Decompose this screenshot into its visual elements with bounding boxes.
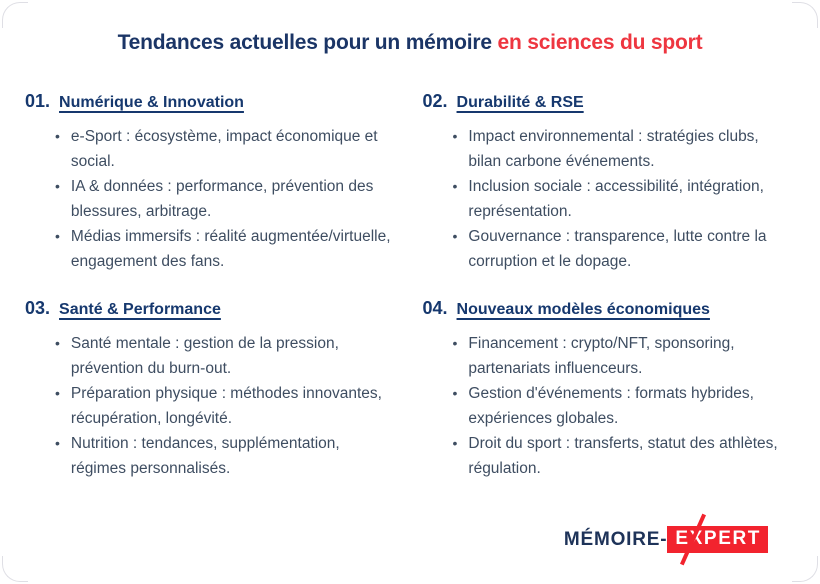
card-corner-top-left — [2, 2, 28, 28]
bullet-dot: • — [452, 435, 458, 451]
page-title: Tendances actuelles pour un mémoire en s… — [0, 0, 820, 55]
bullet-text: Gestion d'événements : formats hybrides,… — [468, 385, 754, 427]
bullet-dot: • — [452, 178, 458, 194]
logo-text-memoire: MÉMOIRE- — [563, 528, 668, 550]
section-bullet-list: • Financement : crypto/NFT, sponsoring, p… — [423, 331, 791, 481]
section-numerique-innovation: 01. Numérique & Innovation • e-Sport : éc… — [25, 91, 393, 274]
section-heading: 03. Santé & Performance — [25, 298, 393, 319]
section-bullet-list: • Impact environnemental : stratégies clu… — [423, 124, 791, 274]
list-item: • Santé mentale : gestion de la pression,… — [25, 331, 393, 381]
bullet-text: Nutrition : tendances, supplémentation, … — [70, 435, 340, 477]
bullet-dot: • — [55, 128, 60, 144]
topics-grid: 01. Numérique & Innovation • e-Sport : éc… — [0, 55, 820, 481]
bullet-dot: • — [55, 335, 60, 351]
bullet-text: Inclusion sociale : accessibilité, intég… — [468, 178, 764, 220]
section-bullet-list: • Santé mentale : gestion de la pression,… — [25, 331, 393, 481]
bullet-text: IA & données : performance, prévention d… — [70, 178, 374, 220]
bullet-text: Médias immersifs : réalité augmentée/vir… — [70, 228, 391, 270]
section-number: 03. — [25, 298, 51, 318]
list-item: • Impact environnemental : stratégies clu… — [423, 124, 791, 174]
bullet-text: Impact environnemental : stratégies club… — [468, 128, 759, 170]
list-item: • IA & données : performance, prévention … — [25, 174, 393, 224]
list-item: • Inclusion sociale : accessibilité, inté… — [423, 174, 791, 224]
bullet-dot: • — [452, 128, 458, 144]
bullet-text: Droit du sport : transferts, statut des … — [468, 435, 778, 477]
list-item: • Nutrition : tendances, supplémentation,… — [25, 431, 393, 481]
list-item: • Gestion d'événements : formats hybrides… — [423, 381, 791, 431]
page-title-primary: Tendances actuelles pour un mémoire — [117, 31, 492, 54]
section-heading: 04. Nouveaux modèles économiques — [423, 298, 791, 319]
section-number: 01. — [25, 91, 51, 111]
bullet-text: Santé mentale : gestion de la pression, … — [70, 335, 339, 377]
section-title: Nouveaux modèles économiques — [456, 301, 710, 318]
bullet-dot: • — [55, 435, 60, 451]
section-title: Durabilité & RSE — [456, 94, 584, 111]
bullet-dot: • — [55, 228, 60, 244]
list-item: • e-Sport : écosystème, impact économique… — [25, 124, 393, 174]
list-item: • Gouvernance : transparence, lutte contr… — [423, 224, 791, 274]
bullet-text: e-Sport : écosystème, impact économique … — [70, 128, 378, 170]
bullet-dot: • — [452, 335, 458, 351]
list-item: • Droit du sport : transferts, statut des… — [423, 431, 791, 481]
card-corner-bottom-left — [2, 556, 28, 582]
memoire-expert-logo: MÉMOIRE- EXPERT — [563, 513, 768, 566]
logo-text-expert-box: EXPERT — [667, 513, 768, 566]
section-title: Santé & Performance — [59, 301, 221, 318]
bullet-dot: • — [452, 385, 458, 401]
card-corner-top-right — [792, 2, 818, 28]
bullet-dot: • — [55, 385, 60, 401]
page-title-accent: en sciences du sport — [497, 31, 703, 54]
section-bullet-list: • e-Sport : écosystème, impact économique… — [25, 124, 393, 274]
bullet-text: Financement : crypto/NFT, sponsoring, pa… — [468, 335, 735, 377]
section-number: 04. — [422, 298, 448, 318]
list-item: • Financement : crypto/NFT, sponsoring, p… — [423, 331, 791, 381]
bullet-dot: • — [55, 178, 60, 194]
section-heading: 02. Durabilité & RSE — [423, 91, 791, 112]
card-corner-bottom-right — [792, 556, 818, 582]
section-nouveaux-modeles: 04. Nouveaux modèles économiques • Financ… — [423, 298, 791, 481]
section-sante-performance: 03. Santé & Performance • Santé mentale :… — [25, 298, 393, 481]
section-title: Numérique & Innovation — [59, 94, 244, 111]
section-heading: 01. Numérique & Innovation — [25, 91, 393, 112]
list-item: • Préparation physique : méthodes innovan… — [25, 381, 393, 431]
bullet-text: Préparation physique : méthodes innovant… — [70, 385, 382, 427]
bullet-dot: • — [452, 228, 458, 244]
bullet-text: Gouvernance : transparence, lutte contre… — [468, 228, 767, 270]
section-durabilite-rse: 02. Durabilité & RSE • Impact environneme… — [423, 91, 791, 274]
list-item: • Médias immersifs : réalité augmentée/vi… — [25, 224, 393, 274]
section-number: 02. — [422, 91, 448, 111]
